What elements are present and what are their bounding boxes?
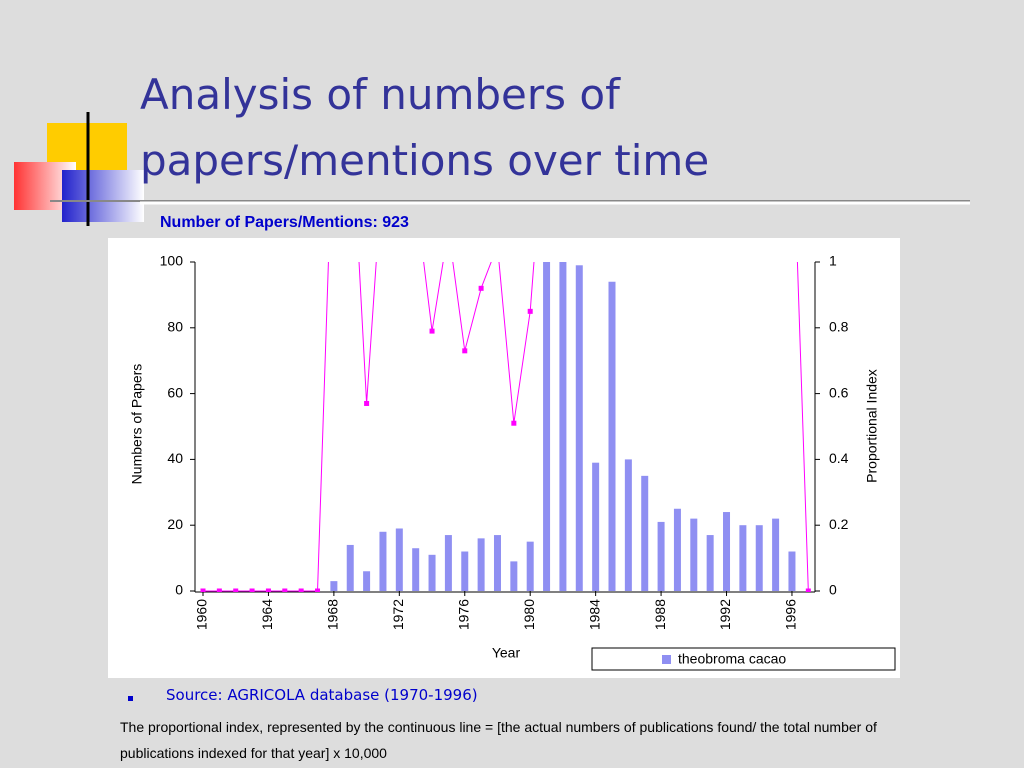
bar (772, 518, 780, 591)
bar (755, 525, 763, 591)
x-tick-label: 1968 (325, 599, 341, 630)
bar (608, 281, 616, 591)
y-tick-label: 60 (167, 384, 183, 400)
x-tick-label: 1960 (194, 599, 210, 630)
bar (657, 521, 665, 591)
x-tick-label: 1980 (521, 599, 537, 630)
deco-blue (62, 170, 144, 222)
y2-tick-label: 0.2 (829, 516, 849, 532)
line-marker (233, 588, 239, 592)
footnote: The proportional index, represented by t… (120, 719, 877, 761)
line-marker (757, 95, 762, 100)
line-marker (413, 194, 418, 199)
bar (428, 554, 436, 591)
bar (673, 508, 681, 591)
y-tick-label: 100 (160, 253, 184, 269)
bar (575, 265, 583, 591)
bar (444, 535, 452, 591)
bar (379, 531, 387, 591)
x-tick-label: 1984 (586, 599, 602, 630)
bar (412, 548, 420, 591)
y2-tick-label: 0.4 (829, 450, 849, 466)
y-tick-label: 80 (167, 319, 183, 335)
y2-tick-label: 1 (829, 253, 837, 269)
bar (788, 551, 796, 591)
y2-axis-title: Proportional Index (864, 369, 880, 483)
x-tick-label: 1992 (717, 599, 733, 630)
line-marker (397, 194, 402, 199)
line (203, 262, 809, 592)
y-tick-label: 0 (175, 582, 183, 598)
line-marker (265, 588, 271, 592)
bar (526, 541, 534, 591)
chart-area (108, 238, 900, 678)
x-axis-title: Year (492, 645, 521, 661)
line-marker (249, 588, 255, 592)
plot (200, 95, 811, 592)
bar (641, 475, 649, 591)
y-tick-label: 20 (167, 516, 183, 532)
legend-label: theobroma cacao (678, 651, 786, 667)
bar (477, 538, 485, 591)
bar (559, 262, 567, 591)
bar (395, 528, 403, 591)
subtitle: Number of Papers/Mentions: 923 (160, 214, 409, 231)
line-marker (282, 588, 288, 592)
line-marker (446, 227, 451, 232)
x-tick-label: 1976 (455, 599, 471, 630)
bar (739, 525, 747, 591)
bar (723, 512, 731, 591)
bullet-marker (128, 696, 133, 701)
x-tick-label: 1988 (652, 599, 668, 630)
y-axis-title: Numbers of Papers (129, 364, 145, 485)
x-tick-label: 1996 (783, 599, 799, 630)
bar (461, 551, 469, 591)
slide-title: Analysis of numbers of papers/mentions o… (140, 70, 710, 185)
legend-swatch (662, 655, 671, 664)
bar (510, 561, 518, 591)
source-note: Source: AGRICOLA database (1970-1996) (166, 686, 478, 704)
line-marker (200, 588, 206, 592)
bar (624, 459, 632, 591)
bar (330, 581, 338, 591)
x-tick-label: 1972 (390, 599, 406, 630)
line-marker (740, 95, 745, 100)
y2-tick-label: 0 (829, 582, 837, 598)
legend (591, 647, 896, 671)
x-tick-label: 1964 (259, 599, 275, 630)
line-marker (216, 588, 222, 592)
bar (706, 535, 714, 591)
bar (592, 462, 600, 591)
bar (346, 544, 354, 591)
y-tick-label: 40 (167, 450, 183, 466)
line-marker (773, 95, 778, 100)
bar (363, 571, 371, 591)
line-marker (789, 95, 794, 100)
bar (690, 518, 698, 591)
bar (543, 262, 551, 591)
y2-tick-label: 0.6 (829, 384, 849, 400)
line-marker (298, 588, 304, 592)
y2-tick-label: 0.8 (829, 319, 849, 335)
bar (493, 535, 501, 591)
line-group (203, 262, 809, 592)
